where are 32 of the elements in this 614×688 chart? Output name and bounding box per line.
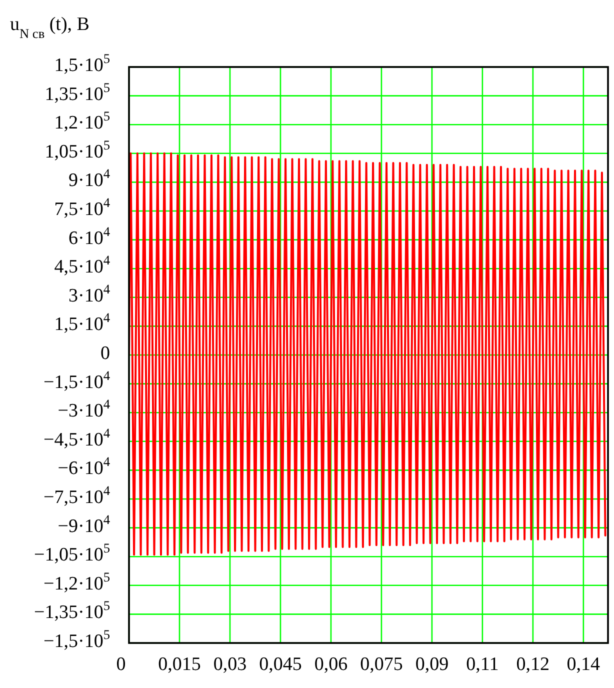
y-tick-label: 1,05·10$^{5}$ [44,136,110,163]
x-tick-label: 0 [116,654,126,675]
x-tick-label: 0,12 [516,654,550,675]
y-tick-label: −6·10$^{4}$ [58,454,110,480]
y-tick-label: −1,5·10$^{5}$ [44,626,110,652]
y-axis-title: u$_{N св}$ (t), В [10,14,90,40]
y-tick-label: −4,5·10$^{4}$ [44,424,110,451]
y-tick-label: −9·10$^{4}$ [58,511,110,538]
x-tick-label: 0,14 [566,654,601,675]
y-tick-label: 1,2·10$^{5}$ [54,108,110,134]
x-tick-label: 0,045 [259,654,302,675]
y-tick-label: 7,5·10$^{4}$ [54,194,110,220]
y-tick-label: −1,05·10$^{5}$ [34,540,110,566]
y-tick-label: 6·10$^{4}$ [68,223,110,250]
y-tick-label: −1,2·10$^{5}$ [44,568,110,595]
y-tick-label: 4,5·10$^{4}$ [54,252,110,278]
y-tick-label: 1,35·10$^{5}$ [44,79,110,106]
y-tick-label: 1,5·10$^{5}$ [54,50,110,76]
y-tick-label: 1,5·10$^{4}$ [54,310,110,336]
y-tick-label: 0 [100,343,110,364]
y-tick-label: 9·10$^{4}$ [68,166,110,192]
x-tick-label: 0,015 [158,654,201,675]
x-tick-label: 0,06 [314,654,348,675]
y-tick-label: −1,5·10$^{4}$ [44,367,110,394]
x-tick-label: 0,075 [360,654,403,675]
y-tick-label: 3·10$^{4}$ [68,280,110,307]
x-tick-label: 0,11 [466,654,499,675]
y-tick-label: −3·10$^{4}$ [58,396,110,422]
y-tick-label: −7,5·10$^{4}$ [44,482,110,508]
y-tick-label: −1,35·10$^{5}$ [34,598,110,624]
x-tick-label: 0,09 [415,654,449,675]
x-tick-label: 0,03 [213,654,247,675]
